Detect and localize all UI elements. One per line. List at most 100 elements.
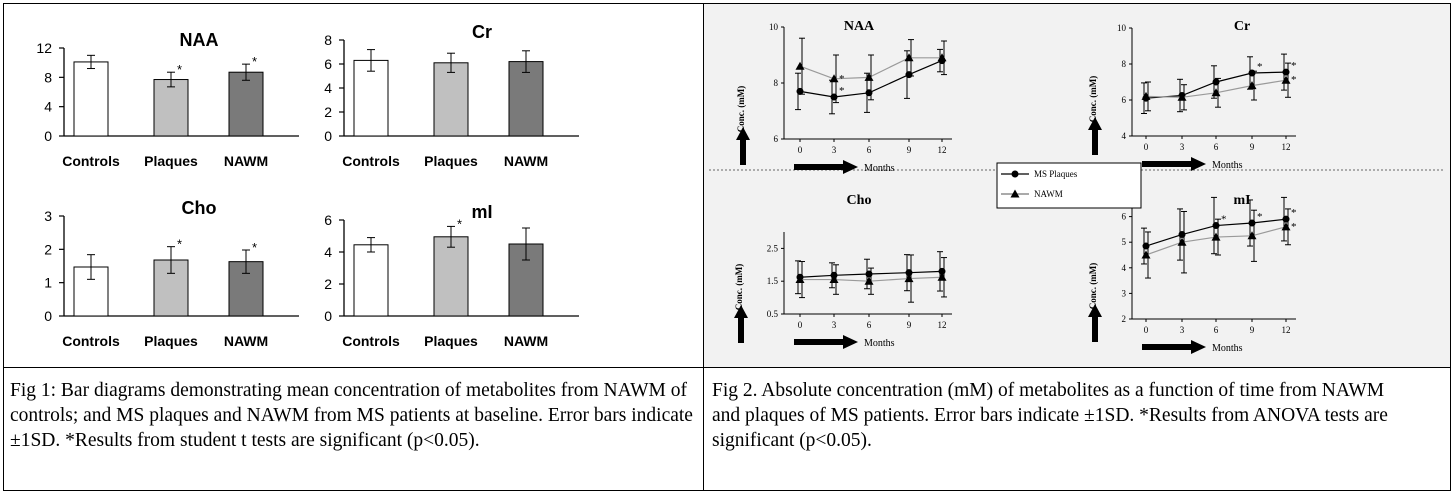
y-tick-label: 6 xyxy=(1122,212,1127,222)
legend-marker-ms-plaques xyxy=(1011,170,1019,178)
y-tick-label: 2 xyxy=(1122,314,1127,324)
point-nawm xyxy=(1281,222,1291,231)
x-tick-label: 0 xyxy=(1144,142,1149,152)
bar-controls xyxy=(353,244,389,317)
significance-mark: * xyxy=(177,237,182,252)
point-nawm xyxy=(864,276,874,285)
y-tick-label: 2 xyxy=(44,241,52,257)
y-tick-label: 0 xyxy=(324,308,332,324)
line-chart-naa: NAA 6 8 10 0 3 6 9 12 Conc. (mM) Months ** xyxy=(736,19,952,174)
right-arrow-shaft xyxy=(1142,161,1192,167)
y-tick-label: 1 xyxy=(44,275,52,291)
line-chart-title: Cr xyxy=(1234,19,1250,34)
y-tick-label: 8 xyxy=(324,32,332,48)
x-tick-label: 6 xyxy=(1214,142,1219,152)
y-axis-label: Conc. (mM) xyxy=(736,86,746,133)
y-tick-label: 10 xyxy=(1117,23,1127,33)
up-arrow-shaft xyxy=(740,139,746,165)
bar-chart-title: NAA xyxy=(180,30,219,50)
line-chart-title: Cho xyxy=(847,193,872,208)
point-nawm xyxy=(1177,237,1187,246)
legend-label-nawm: NAWM xyxy=(1034,189,1063,199)
bar-controls xyxy=(353,59,389,137)
legend-box xyxy=(996,162,1142,209)
x-axis-label: Months xyxy=(1212,343,1243,354)
point-nawm xyxy=(795,275,805,284)
point-nawm xyxy=(1211,88,1221,97)
fig1-caption: Fig 1: Bar diagrams demonstrating mean c… xyxy=(10,380,693,451)
y-tick-label: 4 xyxy=(324,244,332,260)
y-tick-label: 2 xyxy=(324,104,332,120)
legend-label-ms-plaques: MS Plaques xyxy=(1034,169,1078,179)
x-tick-label: 12 xyxy=(1282,325,1291,335)
point-nawm xyxy=(904,53,914,62)
y-tick-label: 0.5 xyxy=(767,309,779,319)
significance-mark: * xyxy=(1221,214,1227,226)
up-arrow-shaft xyxy=(1092,129,1098,155)
up-arrow-head xyxy=(736,127,750,140)
significance-mark: * xyxy=(252,240,257,255)
y-tick-label: 10 xyxy=(769,22,779,32)
point-nawm xyxy=(1211,232,1221,241)
significance-mark: * xyxy=(1291,74,1297,86)
category-label: Controls xyxy=(62,333,120,349)
right-arrow-head xyxy=(843,335,858,349)
y-tick-label: 4 xyxy=(324,80,332,96)
right-arrow-head xyxy=(1191,157,1206,171)
y-tick-label: 2.5 xyxy=(767,243,779,253)
right-arrow-head xyxy=(1191,340,1206,354)
x-tick-label: 3 xyxy=(832,320,837,330)
category-label: Controls xyxy=(342,153,400,169)
up-arrow-head xyxy=(1088,117,1102,130)
significance-mark: * xyxy=(1257,61,1263,73)
y-tick-label: 6 xyxy=(1122,95,1127,105)
y-tick-label: 8 xyxy=(1122,59,1127,69)
legend: MS Plaques NAWM xyxy=(996,162,1142,209)
bar-chart-cr: Cr 0 2 4 6 8 Controls Plaques NAWM xyxy=(324,22,579,169)
y-tick-label: 4 xyxy=(1122,131,1127,141)
bar-nawm xyxy=(228,71,264,137)
significance-mark: * xyxy=(1257,211,1263,223)
point-nawm xyxy=(829,74,839,83)
x-axis-label: Months xyxy=(1212,160,1243,171)
bar-plaques xyxy=(153,79,189,137)
up-arrow-head xyxy=(734,305,748,318)
x-tick-label: 3 xyxy=(832,145,837,155)
y-tick-label: 5 xyxy=(1122,237,1127,247)
significance-mark: * xyxy=(457,216,462,231)
right-arrow-shaft xyxy=(794,339,844,345)
bar-nawm xyxy=(508,61,544,137)
category-label: NAWM xyxy=(224,333,268,349)
bar-chart-naa: NAA 0 4 8 12 Controls * Plaques * NAWM xyxy=(36,30,299,169)
y-tick-label: 4 xyxy=(44,99,52,115)
y-tick-label: 0 xyxy=(44,128,52,144)
right-arrow-head xyxy=(843,160,858,174)
significance-mark: * xyxy=(1291,221,1297,233)
y-tick-label: 12 xyxy=(36,40,52,56)
line-chart-mi: mI234567036912Conc. (mM)Months**** xyxy=(1088,186,1297,354)
up-arrow-shaft xyxy=(738,317,744,343)
significance-mark: * xyxy=(1291,60,1297,72)
bar-chart-title: mI xyxy=(471,202,492,222)
bar-chart-mi: mI 0 2 4 6 Controls * Plaques NAWM xyxy=(324,202,579,349)
x-axis-label: Months xyxy=(864,163,895,174)
legend-marker-nawm xyxy=(1010,189,1020,198)
significance-mark: * xyxy=(177,62,182,77)
y-tick-label: 8 xyxy=(44,69,52,85)
category-label: Plaques xyxy=(144,153,198,169)
x-tick-label: 0 xyxy=(798,145,803,155)
y-tick-label: 2 xyxy=(324,276,332,292)
y-tick-label: 8 xyxy=(774,78,779,88)
y-tick-label: 6 xyxy=(324,212,332,228)
point-nawm xyxy=(904,274,914,283)
x-tick-label: 9 xyxy=(1250,142,1255,152)
y-tick-label: 6 xyxy=(324,56,332,72)
point-nawm xyxy=(795,61,805,70)
line-chart-cho: Cho 0.5 1.5 2.5 0 3 6 9 12 Conc. (mM) Months xyxy=(734,193,952,349)
point-nawm xyxy=(1177,92,1187,101)
category-label: Plaques xyxy=(144,333,198,349)
x-tick-label: 6 xyxy=(867,320,872,330)
fig2-caption: Fig 2. Absolute concentration (mM) of me… xyxy=(712,380,1388,451)
right-arrow-shaft xyxy=(1142,344,1192,350)
y-tick-label: 3 xyxy=(44,208,52,224)
